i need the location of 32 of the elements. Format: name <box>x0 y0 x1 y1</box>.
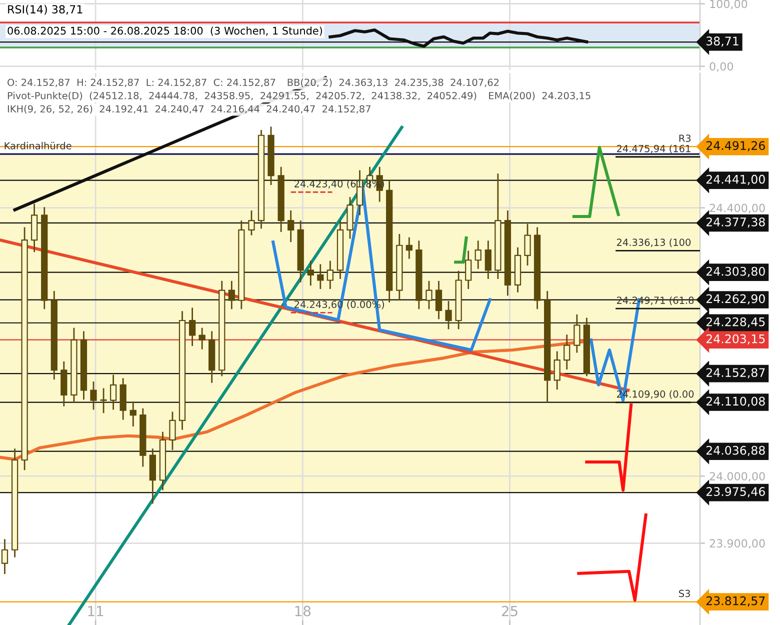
ref-line-label: 23.812,57 <box>706 596 765 606</box>
ref-line-label: 24.441,00 <box>706 174 765 185</box>
y-tick-label: 100,00 <box>710 0 748 10</box>
annotation: 24.336,13 (100 <box>616 238 691 248</box>
annotation: BB(20, 2) 24.363,13 24.235,38 24.107,62 <box>288 78 499 88</box>
annotation: 24.475,94 (161 <box>616 144 690 154</box>
ref-line-label: 24.377,38 <box>706 217 765 228</box>
ref-line-label: 24.228,45 <box>706 317 765 328</box>
annotation: IKH(9, 26, 52, 26) 24.192,41 24.240,47 24.216,44 24.240,47 24.152,87 <box>8 105 370 114</box>
annotation: Pivot-Punkte(D) (24512.18, 24444.78, 24358.95, 24291.55, 24205.72, 24138.32, 24052.49) <box>8 92 476 100</box>
ref-line-label: 24.036,88 <box>706 446 765 456</box>
x-tick-label: 18 <box>295 606 311 616</box>
ref-line-label: 24.262,90 <box>706 294 765 304</box>
ref-line-label: 38,71 <box>706 36 738 47</box>
text: 06.08.2025 15:00 - 26.08.2025 18:00 (3 Wochen, 1 Stunde) <box>8 26 322 36</box>
y-tick-label: 24.000,00 <box>710 472 765 482</box>
annotation: R3 <box>679 134 691 142</box>
y-tick-label: 0,00 <box>710 62 734 72</box>
annotation: EMA(200) 24.203,15 <box>489 92 590 100</box>
y-tick-label: 24.400,00 <box>710 204 765 214</box>
ref-line-label: 24.491,26 <box>706 141 765 152</box>
ref-line-label: 24.203,15 <box>706 334 765 344</box>
annotation: O: 24.152,87 H: 24.152,87 L: 24.152,87 C: 24.152,87 <box>8 78 276 88</box>
y-tick-label: 23.900,00 <box>710 539 765 549</box>
ref-line-label: 24.152,87 <box>706 368 765 378</box>
ref-line-label: 24.303,80 <box>706 266 765 277</box>
x-tick-label: 11 <box>88 606 104 616</box>
x-tick-label: 25 <box>502 606 518 616</box>
ref-line-label: 23.975,46 <box>706 487 765 498</box>
chart-title: RSI(14) 38,71 <box>8 4 82 15</box>
annotation: S3 <box>679 590 690 598</box>
ref-line-label: 24.110,08 <box>706 396 765 407</box>
